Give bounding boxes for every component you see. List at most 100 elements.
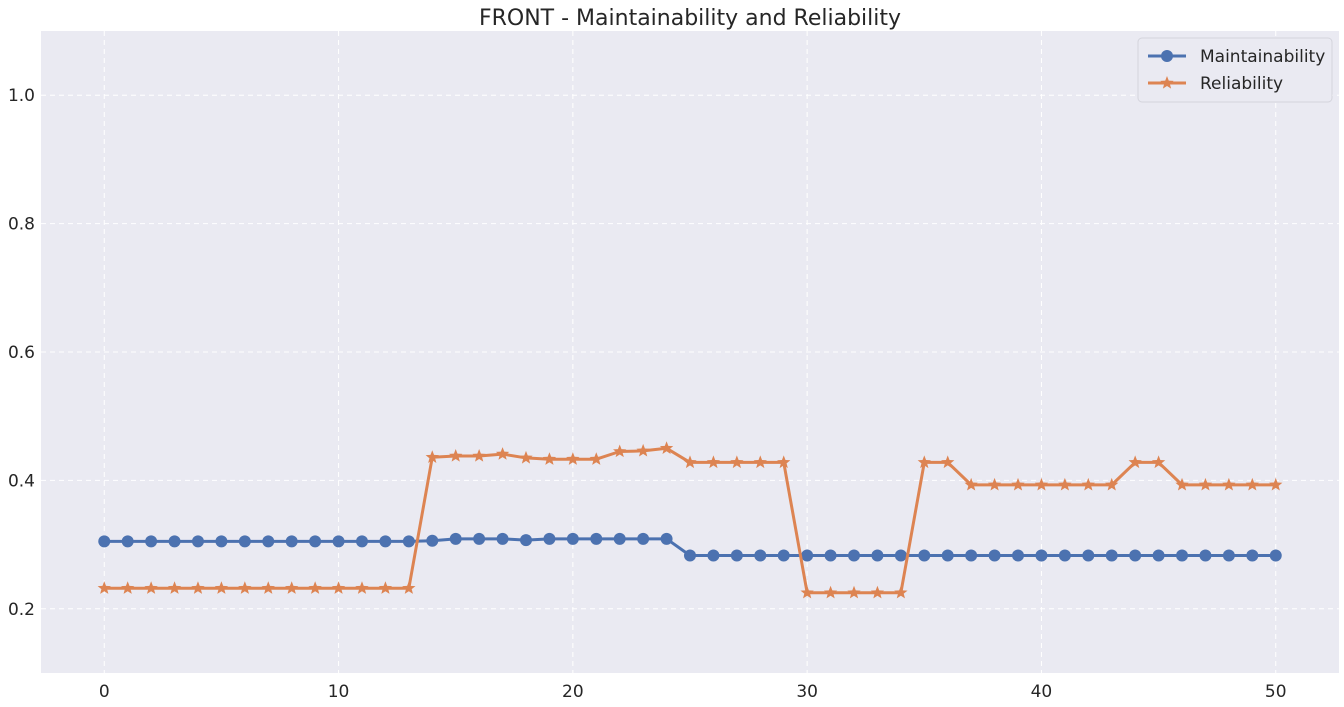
reliability-point [659,441,674,454]
maintainability-point [871,549,884,562]
reliability-point [1058,477,1072,491]
reliability-point [823,585,838,599]
maintainability-point [1199,549,1212,562]
reliability-point [566,452,580,465]
maintainability-point [543,532,556,545]
reliability-point [144,581,158,594]
maintainability-point [496,532,509,545]
maintainability-point [1152,549,1165,562]
x-tick-label: 20 [562,682,584,702]
maintainability-point [285,535,298,548]
maintainability-point [801,549,814,562]
maintainability-point [848,549,861,562]
maintainability-point [519,534,532,547]
reliability-point [378,581,393,594]
maintainability-point [777,549,790,562]
reliability-point [1269,477,1283,491]
x-tick-label: 0 [99,682,110,702]
reliability-point [870,585,885,599]
reliability-point [800,585,814,599]
reliability-point [917,455,931,469]
maintainability-point [660,532,673,545]
reliability-point [121,581,135,594]
maintainability-point [894,549,907,562]
maintainability-point [332,535,345,548]
maintainability-point [238,535,251,548]
maintainability-point [988,549,1001,562]
reliability-point [894,585,908,599]
reliability-point [519,450,533,464]
x-tick-label: 50 [1265,682,1287,702]
reliability-point [261,581,275,594]
reliability-point [777,455,791,469]
x-tick-label: 40 [1031,682,1053,702]
axis-ticks: 0 10 20 30 40 50 0.2 0.4 0.6 0.8 1.0 [8,86,1287,702]
maintainability-point [566,532,579,545]
reliability-point [706,455,721,469]
y-tick-label: 0.6 [8,343,35,363]
y-tick-label: 0.2 [8,600,35,620]
reliability-point [472,449,486,462]
reliability-point [214,581,229,594]
maintainability-point [1176,549,1189,562]
maintainability-point [1012,549,1025,562]
legend: Maintainability Reliability [1137,37,1333,103]
maintainability-point [309,535,322,548]
reliability-point [1011,477,1025,491]
maintainability-point [262,535,275,548]
reliability-point [285,581,299,594]
maintainability-point [918,549,931,562]
maintainability-point [824,549,837,562]
reliability-point [191,581,205,594]
reliability-point [331,581,346,594]
legend-marker-reliability [1160,76,1174,89]
reliability-point [542,452,557,465]
maintainability-point [426,534,439,547]
reliability-point [753,455,767,469]
reliability-point [1175,477,1189,491]
maintainability-point [754,549,767,562]
maintainability-point [613,532,626,545]
series-maintainability [98,532,1282,562]
reliability-point [97,581,111,594]
maintainability-point [1058,549,1071,562]
x-tick-label: 10 [328,682,350,702]
reliability-point [1081,477,1095,491]
reliability-point [987,477,1002,491]
reliability-point [964,477,978,491]
maintainability-point [1129,549,1142,562]
series-reliability [97,441,1283,599]
maintainability-point [590,532,603,545]
y-tick-label: 1.0 [8,86,35,106]
legend-label-maintainability: Maintainability [1200,47,1325,67]
maintainability-point [168,535,181,548]
reliability-point [308,581,322,594]
reliability-point [402,581,416,594]
legend-box [1137,37,1333,103]
maintainability-point [98,535,111,548]
reliability-point [238,581,252,594]
maintainability-point [191,535,204,548]
legend-label-reliability: Reliability [1200,74,1283,94]
reliability-point [425,450,439,463]
reliability-point [495,447,510,460]
maintainability-point [941,549,954,562]
maintainability-point [1082,549,1095,562]
maintainability-point [1105,549,1118,562]
maintainability-point [707,549,720,562]
reliability-point [589,452,603,465]
maintainability-point [379,535,392,548]
maintainability-point [637,532,650,545]
maintainability-point [355,535,368,548]
legend-marker-maintainability [1161,50,1173,62]
maintainability-point [1246,549,1259,562]
maintainability-point [730,549,743,562]
maintainability-point [121,535,134,548]
reliability-point [1128,455,1142,469]
reliability-point [613,444,627,458]
reliability-point [1198,477,1213,491]
x-tick-label: 30 [796,682,818,702]
maintainability-point [449,532,462,545]
reliability-point [1105,477,1119,491]
